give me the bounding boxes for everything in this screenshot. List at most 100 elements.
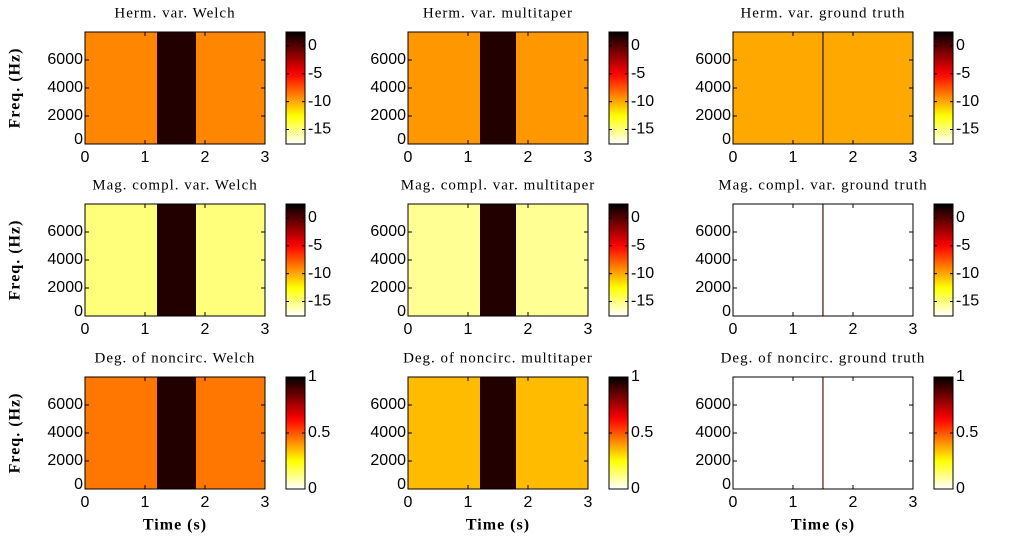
x-tick-label: 2 (201, 149, 210, 166)
y-tick-label: 6000 (47, 51, 83, 68)
x-tick-label: 3 (584, 149, 593, 166)
y-tick-label: 6000 (695, 223, 731, 240)
x-tick-label: 1 (141, 494, 150, 511)
heatmap-cell (822, 32, 824, 144)
y-tick-label: 4000 (47, 79, 83, 96)
y-tick-label: 2000 (370, 107, 406, 124)
y-tick-label: 2000 (47, 107, 83, 124)
colorbar-tick-label: 0 (956, 209, 965, 226)
x-tick-label: 2 (524, 321, 533, 338)
x-tick-label: 1 (464, 494, 473, 511)
y-tick-label: 6000 (370, 223, 406, 240)
x-tick-label: 3 (261, 321, 270, 338)
y-tick-label: 6000 (47, 223, 83, 240)
heatmap-cell (196, 32, 265, 144)
y-tick-label: 0 (74, 303, 83, 320)
colorbar-tick-label: -5 (308, 65, 322, 82)
heatmap-cell (85, 204, 157, 316)
x-tick-label: 1 (141, 321, 150, 338)
colorbar-tick-label: -10 (631, 265, 654, 282)
y-tick-label: 2000 (695, 107, 731, 124)
colorbar-tick-label: -5 (308, 237, 322, 254)
x-tick-label: 2 (201, 321, 210, 338)
x-tick-label: 0 (81, 321, 90, 338)
colorbar-tick-label: -5 (956, 65, 970, 82)
x-axis-label: Time (s) (466, 517, 530, 534)
colorbar-tick-label: 0.5 (308, 424, 330, 441)
x-tick-label: 2 (849, 494, 858, 511)
x-tick-label: 0 (81, 494, 90, 511)
x-tick-label: 1 (464, 321, 473, 338)
colorbar-tick-label: 0 (956, 37, 965, 54)
y-tick-label: 0 (397, 131, 406, 148)
heatmap-cell (823, 32, 913, 144)
heatmap-cell (480, 204, 516, 316)
x-tick-label: 1 (141, 149, 150, 166)
colorbar-tick-label: 1 (308, 368, 317, 385)
panel-title: Mag. compl. var. ground truth (718, 177, 927, 193)
heatmap-cell (823, 204, 913, 316)
x-tick-label: 3 (261, 494, 270, 511)
colorbar-tick-label: -15 (631, 121, 654, 138)
colorbar-tick-label: 0.5 (631, 424, 653, 441)
y-tick-label: 6000 (695, 51, 731, 68)
colorbar-tick-label: 0 (631, 37, 640, 54)
heatmap-cell (196, 377, 265, 489)
panel-title: Herm. var. Welch (114, 5, 235, 21)
colorbar-tick-label: -15 (308, 121, 331, 138)
colorbar-tick-label: -15 (308, 293, 331, 310)
heatmap-cell (157, 377, 196, 489)
x-tick-label: 1 (789, 321, 798, 338)
heatmap-cell (408, 377, 480, 489)
heatmap-cell (516, 377, 588, 489)
heatmap-cell (823, 377, 913, 489)
heatmap-cell (480, 32, 516, 144)
panel-title: Herm. var. multitaper (423, 5, 573, 21)
y-tick-label: 6000 (370, 396, 406, 413)
y-tick-label: 4000 (695, 79, 731, 96)
colorbar-tick-label: -10 (956, 265, 979, 282)
heatmap-cell (408, 204, 480, 316)
x-tick-label: 2 (849, 321, 858, 338)
heatmap-cell (733, 204, 823, 316)
colorbar-tick-label: -5 (631, 237, 645, 254)
y-tick-label: 2000 (695, 452, 731, 469)
panel-title: Deg. of noncirc. Welch (95, 350, 256, 366)
colorbar-tick-label: -10 (308, 93, 331, 110)
x-tick-label: 0 (404, 149, 413, 166)
panel-title: Deg. of noncirc. multitaper (403, 350, 593, 366)
y-tick-label: 0 (722, 303, 731, 320)
panel-title: Mag. compl. var. multitaper (401, 177, 595, 193)
x-tick-label: 3 (261, 149, 270, 166)
heatmap-cell (196, 204, 265, 316)
colorbar-tick-label: 0.5 (956, 424, 978, 441)
x-tick-label: 1 (789, 494, 798, 511)
heatmap-cell (85, 377, 157, 489)
y-tick-label: 2000 (695, 279, 731, 296)
heatmap-cell (733, 32, 823, 144)
x-tick-label: 3 (909, 494, 918, 511)
x-tick-label: 0 (81, 149, 90, 166)
colorbar-tick-label: -15 (956, 293, 979, 310)
y-tick-label: 0 (74, 131, 83, 148)
x-tick-label: 1 (789, 149, 798, 166)
x-axis-label: Time (s) (791, 517, 855, 534)
y-tick-label: 4000 (370, 251, 406, 268)
colorbar-tick-label: 0 (956, 480, 965, 497)
heatmap-cell (157, 32, 196, 144)
x-tick-label: 3 (909, 149, 918, 166)
x-tick-label: 0 (404, 321, 413, 338)
colorbar-tick-label: 0 (631, 480, 640, 497)
y-tick-label: 4000 (695, 424, 731, 441)
colorbar-tick-label: -10 (956, 93, 979, 110)
x-tick-label: 0 (729, 149, 738, 166)
colorbar (285, 203, 306, 317)
colorbar (608, 31, 629, 145)
heatmap-cell (480, 377, 516, 489)
colorbar-tick-label: -15 (956, 121, 979, 138)
colorbar-tick-label: 0 (308, 209, 317, 226)
y-tick-label: 6000 (47, 396, 83, 413)
y-tick-label: 6000 (695, 396, 731, 413)
y-axis-label: Freq. (Hz) (7, 48, 24, 129)
